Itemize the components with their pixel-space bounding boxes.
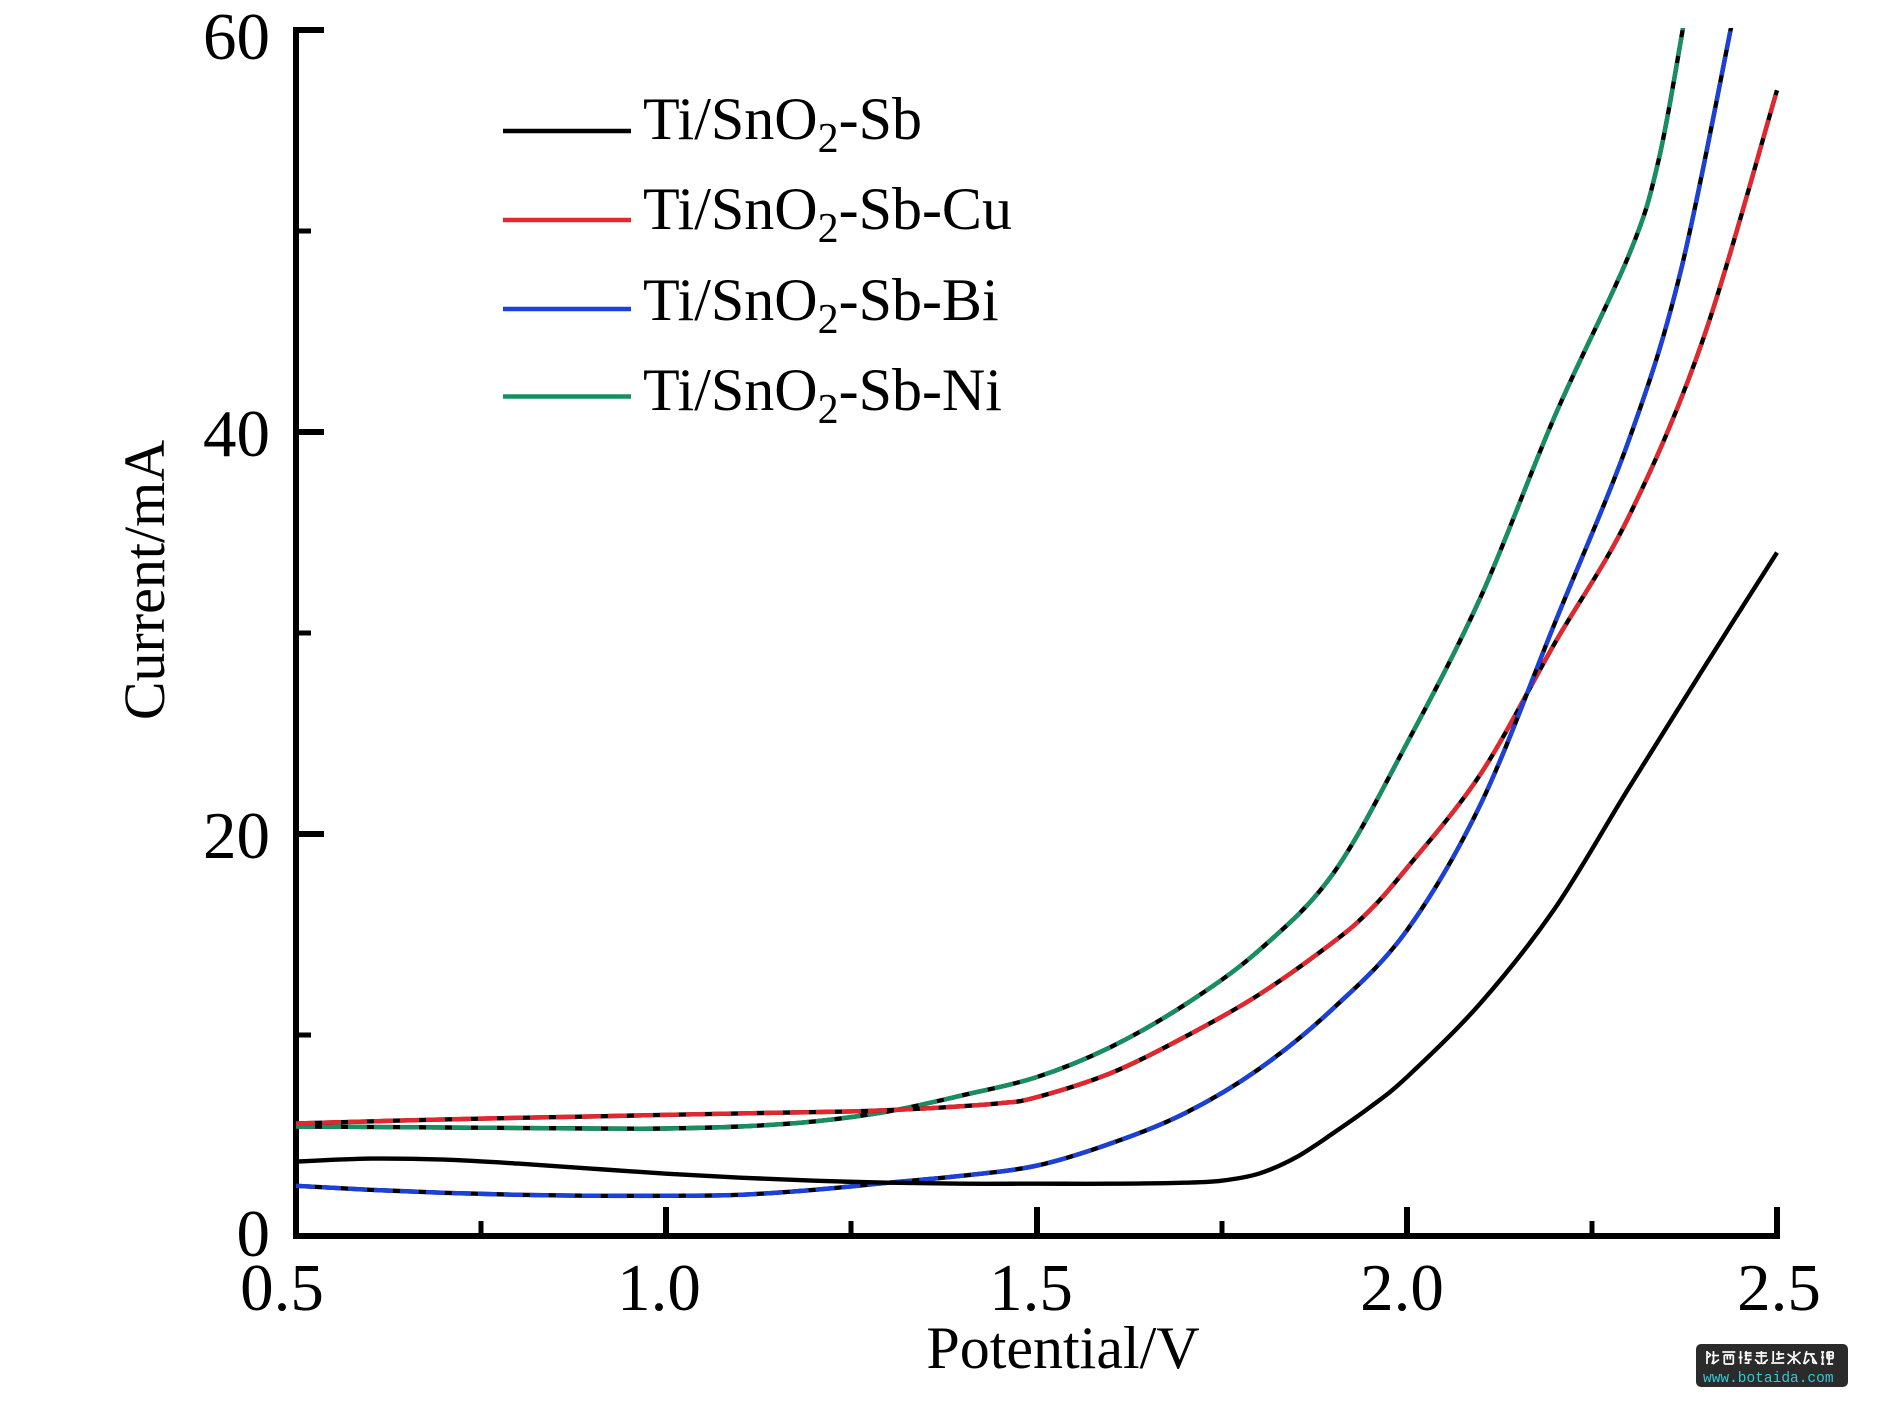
svg-text:20: 20 [203, 799, 270, 873]
svg-text:60: 60 [203, 0, 270, 74]
svg-text:Ti/SnO2-Sb: Ti/SnO2-Sb [643, 86, 922, 162]
svg-text:www.botaida.com: www.botaida.com [1703, 1371, 1834, 1387]
svg-text:1.5: 1.5 [989, 1251, 1073, 1325]
svg-text:Ti/SnO2-Sb-Bi: Ti/SnO2-Sb-Bi [643, 267, 999, 343]
svg-text:2.0: 2.0 [1360, 1251, 1444, 1325]
svg-text:1.0: 1.0 [617, 1251, 701, 1325]
svg-text:Current/mA: Current/mA [112, 440, 177, 720]
svg-text:2.5: 2.5 [1737, 1251, 1821, 1325]
svg-text:Ti/SnO2-Sb-Cu: Ti/SnO2-Sb-Cu [643, 176, 1012, 252]
svg-text:Potential/V: Potential/V [926, 1315, 1199, 1381]
svg-text:Ti/SnO2-Sb-Ni: Ti/SnO2-Sb-Ni [643, 357, 1002, 433]
svg-text:0.5: 0.5 [240, 1251, 324, 1325]
svg-text:0: 0 [237, 1197, 271, 1271]
svg-text:40: 40 [203, 397, 270, 471]
